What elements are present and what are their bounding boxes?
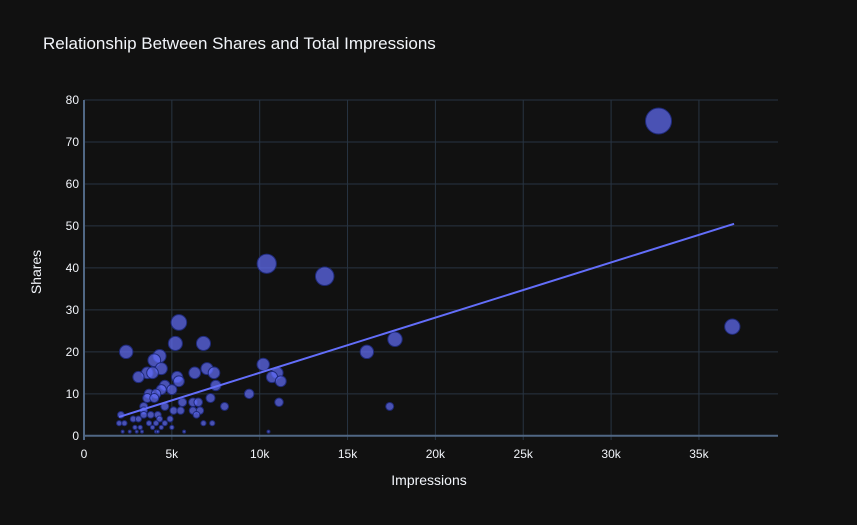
data-point[interactable] [156, 415, 164, 423]
data-point[interactable] [127, 429, 132, 434]
x-tick-label: 20k [426, 447, 446, 461]
data-point[interactable] [314, 266, 335, 287]
data-point[interactable] [132, 424, 138, 431]
y-tick-label: 80 [66, 93, 80, 107]
data-point[interactable] [193, 397, 203, 407]
data-point[interactable] [387, 331, 403, 347]
data-point[interactable] [188, 366, 201, 380]
data-point[interactable] [149, 393, 160, 404]
data-point[interactable] [167, 335, 183, 351]
data-point[interactable] [385, 401, 395, 411]
data-point[interactable] [166, 384, 178, 396]
data-point[interactable] [118, 344, 134, 360]
data-point[interactable] [134, 429, 139, 434]
data-point[interactable] [207, 366, 221, 380]
data-point[interactable] [155, 429, 160, 434]
data-point[interactable] [274, 397, 284, 407]
data-point[interactable] [256, 357, 270, 372]
data-point[interactable] [192, 410, 201, 419]
data-point[interactable] [116, 420, 123, 427]
trendline-layer [118, 222, 735, 418]
data-point[interactable] [195, 335, 212, 351]
x-tick-label: 5k [166, 447, 180, 461]
axis-lines [83, 100, 778, 440]
y-tick-label: 40 [66, 261, 80, 275]
data-point[interactable] [170, 314, 188, 331]
data-point[interactable] [161, 420, 168, 427]
grid-lines [84, 99, 778, 440]
data-point[interactable] [139, 429, 144, 434]
data-point[interactable] [132, 370, 145, 384]
data-point[interactable] [256, 253, 277, 274]
data-point[interactable] [243, 388, 255, 400]
data-point[interactable] [145, 420, 153, 427]
data-point[interactable] [209, 420, 216, 427]
data-point[interactable] [200, 420, 207, 427]
y-tick-label: 60 [66, 177, 80, 191]
data-point[interactable] [149, 424, 156, 431]
data-point[interactable] [266, 429, 271, 434]
data-point[interactable] [146, 410, 155, 419]
y-tick-label: 30 [66, 303, 80, 317]
data-point[interactable] [134, 415, 142, 423]
data-point[interactable] [182, 429, 187, 434]
data-point[interactable] [121, 420, 128, 427]
data-point[interactable] [176, 406, 185, 415]
data-point[interactable] [166, 415, 174, 423]
data-point[interactable] [645, 107, 673, 135]
data-point[interactable] [169, 424, 175, 431]
y-tick-label: 20 [66, 345, 80, 359]
chart-title: Relationship Between Shares and Total Im… [43, 34, 436, 53]
x-axis-title: Impressions [391, 472, 467, 488]
trendline [118, 222, 735, 418]
data-point[interactable] [152, 420, 160, 427]
data-point[interactable] [172, 375, 185, 388]
x-tick-label: 25k [514, 447, 534, 461]
data-point[interactable] [177, 397, 188, 407]
y-tick-label: 70 [66, 135, 80, 149]
data-point[interactable] [359, 344, 375, 360]
y-tick-label: 0 [72, 429, 79, 443]
data-point[interactable] [274, 375, 287, 388]
data-point[interactable] [120, 429, 125, 434]
y-tick-label: 50 [66, 219, 80, 233]
y-axis-title: Shares [28, 249, 44, 295]
x-tick-label: 15k [338, 447, 358, 461]
x-tick-label: 10k [250, 447, 270, 461]
x-tick-label: 30k [601, 447, 621, 461]
data-point[interactable] [205, 393, 216, 404]
data-point[interactable] [146, 366, 159, 380]
x-tick-label: 0 [81, 447, 88, 461]
x-tick-label: 35k [689, 447, 709, 461]
tick-labels: 0 10 20 30 40 50 60 70 80 0 5k 10k 15k 20k 25k 30k 35k [66, 93, 710, 461]
data-point[interactable] [169, 406, 178, 415]
data-point[interactable] [724, 318, 741, 335]
data-point[interactable] [220, 401, 230, 411]
y-tick-label: 10 [66, 387, 80, 401]
data-point[interactable] [137, 424, 143, 431]
data-points [116, 107, 741, 434]
data-point[interactable] [158, 424, 164, 431]
